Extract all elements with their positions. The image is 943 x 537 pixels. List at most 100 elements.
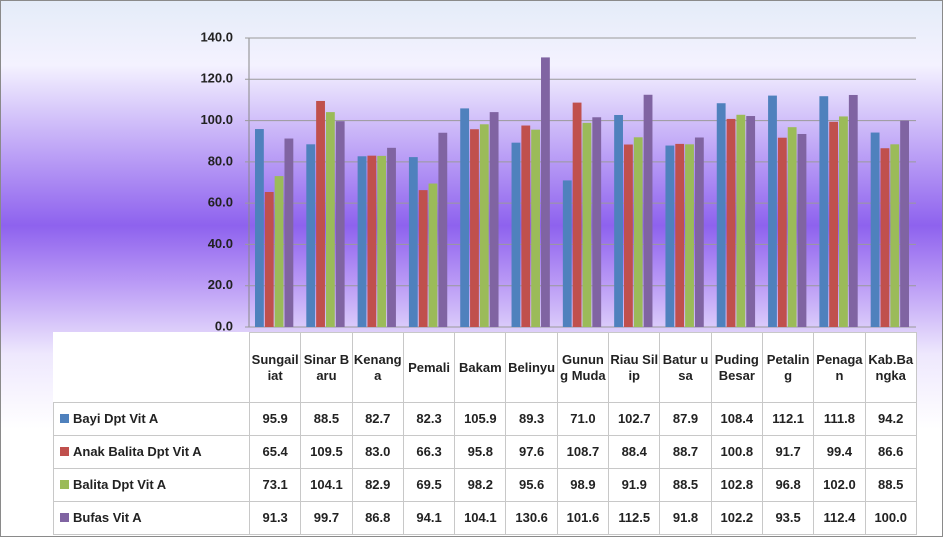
value-cell: 94.2: [864, 402, 917, 436]
bar: [418, 190, 428, 327]
x-tick-label: Belinyu: [505, 332, 558, 403]
bar: [428, 183, 438, 327]
value-cell: 95.8: [454, 435, 507, 469]
value-cell: 86.8: [351, 501, 404, 535]
legend-label: Bufas Vit A: [73, 510, 142, 525]
value-cell: 108.4: [710, 402, 763, 436]
x-tick-label: Penagan: [813, 332, 866, 403]
bar: [870, 132, 880, 327]
y-tick-label: 40.0: [208, 236, 233, 251]
bar: [460, 108, 470, 327]
value-cell: 91.8: [659, 501, 712, 535]
y-tick-label: 100.0: [200, 112, 233, 127]
bar: [541, 57, 550, 327]
value-cell: 95.9: [248, 402, 302, 436]
value-cell: 95.6: [505, 468, 558, 502]
bar: [316, 100, 325, 327]
y-tick-label: 20.0: [208, 277, 233, 292]
value-cell: 89.3: [505, 402, 558, 436]
value-cell: 102.0: [813, 468, 866, 502]
bar: [562, 180, 572, 327]
bar: [633, 137, 643, 327]
x-tick-label: Kenanga: [351, 332, 404, 403]
x-tick-label: Riau Silip: [608, 332, 661, 403]
legend-swatch: [60, 447, 69, 456]
value-cell: 88.5: [300, 402, 353, 436]
value-cell: 91.7: [761, 435, 815, 469]
bar: [736, 114, 746, 327]
bar: [264, 191, 274, 327]
bar: [685, 144, 694, 327]
bar: [335, 121, 345, 328]
x-tick-label: Batur usa: [659, 332, 712, 403]
value-cell: 82.9: [351, 468, 404, 502]
bar: [787, 127, 797, 327]
value-cell: 97.6: [505, 435, 558, 469]
value-cell: 88.5: [864, 468, 917, 502]
bar: [284, 138, 294, 327]
legend-label: Anak Balita Dpt Vit A: [73, 444, 202, 459]
x-tick-label: Gunung Muda: [556, 332, 610, 403]
bar: [890, 144, 900, 327]
data-row: Balita Dpt Vit A 73.1 104.1 82.9 69.5 98.2 95.…: [53, 468, 917, 502]
legend-entry: Anak Balita Dpt Vit A: [53, 435, 250, 469]
value-cell: 101.6: [556, 501, 610, 535]
value-cell: 104.1: [454, 501, 507, 535]
bar: [572, 102, 582, 327]
value-cell: 69.5: [402, 468, 456, 502]
bar: [274, 176, 284, 327]
legend-entry: Balita Dpt Vit A: [53, 468, 250, 502]
value-cell: 112.1: [761, 402, 815, 436]
value-cell: 87.9: [659, 402, 712, 436]
bar: [325, 112, 335, 328]
value-cell: 73.1: [248, 468, 302, 502]
bar: [521, 125, 531, 327]
value-cell: 109.5: [300, 435, 353, 469]
legend-entry: Bufas Vit A: [53, 501, 250, 535]
value-cell: 96.8: [761, 468, 815, 502]
x-tick-label: Sungailiat: [248, 332, 302, 403]
bar: [900, 120, 909, 327]
value-cell: 86.6: [864, 435, 917, 469]
value-cell: 105.9: [454, 402, 507, 436]
legend-swatch: [60, 513, 69, 522]
legend-label: Balita Dpt Vit A: [73, 477, 167, 492]
value-cell: 98.9: [556, 468, 610, 502]
bar: [357, 156, 367, 327]
bar: [880, 148, 890, 327]
value-cell: 65.4: [248, 435, 302, 469]
value-cell: 98.2: [454, 468, 507, 502]
bar: [665, 145, 675, 327]
bar: [408, 157, 418, 327]
value-cell: 93.5: [761, 501, 815, 535]
x-tick-label: Petaling: [761, 332, 815, 403]
bar: [367, 155, 377, 327]
value-cell: 99.7: [300, 501, 353, 535]
data-row: Anak Balita Dpt Vit A 65.4 109.5 83.0 66.3 95…: [53, 435, 917, 469]
bar: [797, 133, 807, 327]
bar: [582, 122, 592, 328]
value-cell: 104.1: [300, 468, 353, 502]
bar: [306, 144, 316, 327]
value-cell: 91.3: [248, 501, 302, 535]
bar: [489, 112, 499, 328]
bar: [592, 117, 602, 327]
value-cell: 102.8: [710, 468, 763, 502]
y-tick-label: 120.0: [200, 71, 233, 86]
value-cell: 71.0: [556, 402, 610, 436]
value-cell: 91.9: [608, 468, 661, 502]
bar: [839, 116, 848, 327]
legend-label: Bayi Dpt Vit A: [73, 411, 159, 426]
x-tick-label: Pemali: [402, 332, 456, 403]
value-cell: 112.5: [608, 501, 661, 535]
bar: [511, 142, 521, 327]
x-tick-label: Kab.Bangka: [864, 332, 917, 403]
bar: [819, 96, 829, 327]
data-row: Bufas Vit A 91.3 99.7 86.8 94.1 104.1 130.6 101…: [53, 501, 917, 535]
legend-entry: Bayi Dpt Vit A: [53, 402, 250, 436]
x-tick-label: Bakam: [454, 332, 507, 403]
bar: [614, 114, 623, 327]
value-cell: 82.7: [351, 402, 404, 436]
y-tick-label: 140.0: [200, 29, 233, 44]
